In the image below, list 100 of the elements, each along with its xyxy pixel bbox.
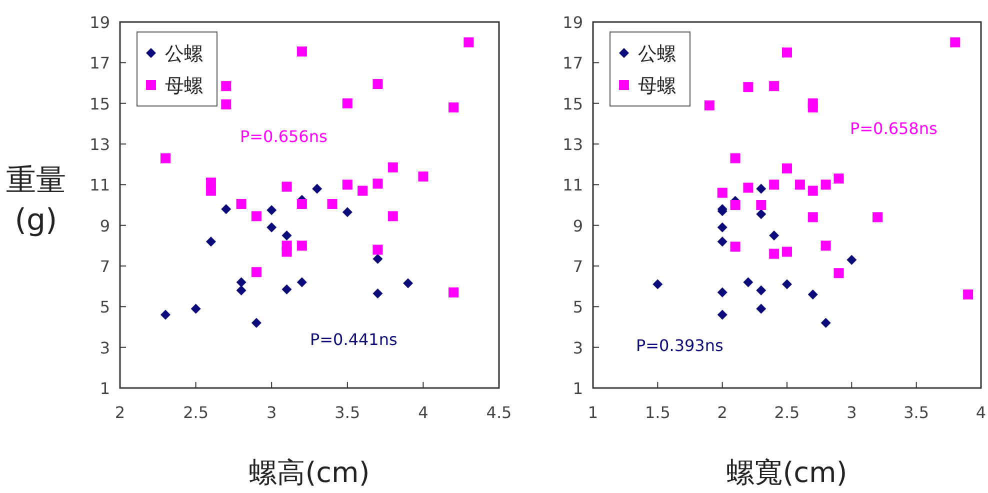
legend-label: 公螺 <box>165 43 203 65</box>
point <box>312 184 322 194</box>
point <box>388 162 398 172</box>
y-tick-label: 7 <box>572 257 583 276</box>
y-tick-label: 13 <box>90 135 110 154</box>
x-tick-label: 4.5 <box>486 403 512 422</box>
y-tick-label: 3 <box>572 338 583 358</box>
point <box>730 242 740 252</box>
point <box>782 279 792 290</box>
point <box>769 180 780 190</box>
point <box>846 254 857 265</box>
x-tick-label: 2.5 <box>774 403 800 422</box>
x-tick-label: 2.5 <box>183 403 209 422</box>
point <box>808 212 818 222</box>
y-tick-label: 11 <box>90 176 110 195</box>
point <box>372 178 383 189</box>
point <box>266 222 277 232</box>
point <box>820 180 831 190</box>
y-tick-label: 13 <box>562 135 583 154</box>
point <box>652 279 663 290</box>
point <box>782 48 792 58</box>
point <box>282 182 292 192</box>
y-axis-title: 重量 (g) <box>6 163 66 238</box>
y-tick-label: 7 <box>100 257 110 276</box>
annotation: P=0.656ns <box>240 127 328 146</box>
y-tick-label: 5 <box>572 298 583 317</box>
point <box>266 205 277 216</box>
y-tick-label: 9 <box>572 216 583 236</box>
x-tick-label: 3.5 <box>334 403 360 422</box>
point <box>820 240 831 251</box>
point <box>808 102 818 112</box>
point <box>448 102 459 112</box>
point <box>756 285 766 296</box>
point <box>342 207 352 218</box>
point <box>950 37 960 48</box>
point <box>282 230 292 240</box>
point <box>717 310 728 320</box>
point <box>282 246 292 257</box>
point <box>251 318 262 328</box>
point <box>296 198 307 209</box>
point <box>464 37 474 48</box>
point <box>403 278 414 288</box>
y-tick-label: 17 <box>562 54 583 73</box>
point <box>296 46 307 56</box>
point <box>251 267 262 278</box>
point <box>717 236 728 247</box>
point <box>794 180 805 190</box>
point <box>808 186 818 196</box>
legend-label: 母螺 <box>165 75 203 97</box>
point <box>834 268 844 278</box>
point <box>769 248 780 259</box>
x-tick-label: 2 <box>717 403 728 422</box>
point <box>296 240 307 251</box>
annotation: P=0.393ns <box>636 336 724 355</box>
point <box>756 304 766 314</box>
point <box>358 186 368 196</box>
point <box>296 277 307 288</box>
legend-label: 公螺 <box>638 43 676 65</box>
x-tick-label: 3.5 <box>904 403 930 422</box>
y-tick-label: 5 <box>100 298 110 317</box>
point <box>872 212 883 222</box>
x-axis-title: 螺寬(cm) <box>726 456 848 489</box>
point <box>717 222 728 232</box>
legend-label: 母螺 <box>638 75 676 97</box>
point <box>834 174 844 184</box>
x-tick-label: 4 <box>976 403 986 422</box>
x-tick-label: 2 <box>114 403 126 422</box>
y-tick-label: 17 <box>90 54 110 73</box>
point <box>756 184 766 194</box>
annotation: P=0.658ns <box>850 119 938 138</box>
point <box>769 230 780 240</box>
point <box>236 198 246 209</box>
point <box>963 289 974 300</box>
point <box>717 188 728 198</box>
point <box>704 100 714 110</box>
point <box>743 82 754 92</box>
y-tick-label: 19 <box>562 13 583 32</box>
point <box>236 277 246 288</box>
point <box>160 310 170 320</box>
point <box>221 81 232 92</box>
point <box>342 98 352 108</box>
x-axis-title: 螺高(cm) <box>249 456 370 489</box>
y-tick-label: 1 <box>572 379 583 398</box>
point <box>342 180 352 190</box>
point <box>730 200 740 210</box>
point <box>372 288 383 298</box>
point <box>206 236 216 247</box>
y-tick-label: 3 <box>100 338 110 358</box>
point <box>236 285 246 296</box>
point <box>782 246 792 257</box>
point <box>251 211 262 222</box>
y-tick-label: 1 <box>100 379 110 398</box>
point <box>756 200 766 210</box>
point <box>448 287 459 298</box>
point <box>782 163 792 174</box>
point <box>808 289 818 300</box>
y-tick-label: 19 <box>90 13 110 32</box>
point <box>769 81 780 92</box>
point <box>221 204 232 214</box>
x-tick-label: 1 <box>588 403 598 422</box>
